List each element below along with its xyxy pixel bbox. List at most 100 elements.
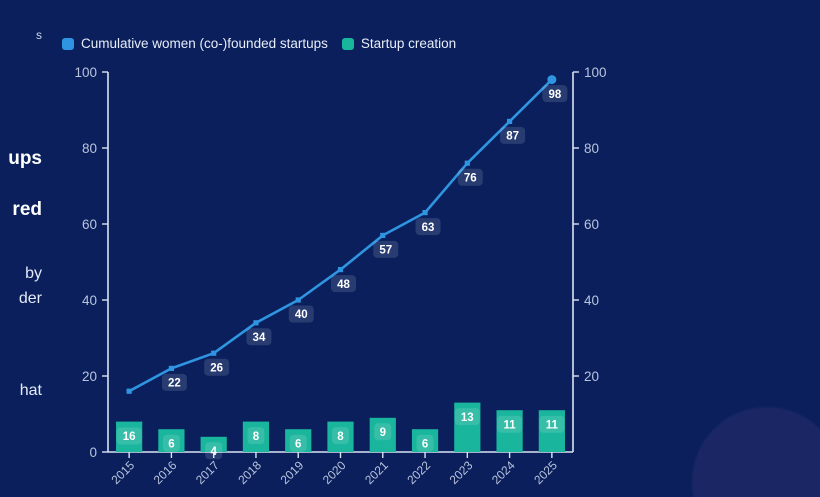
line-point[interactable]: [547, 75, 557, 85]
y-axis-right-tick-label: 100: [584, 65, 607, 80]
line-data-label: 34: [253, 332, 266, 344]
line-data-label: 22: [168, 378, 181, 390]
bar-data-label: 11: [504, 419, 517, 431]
sidebar-text-fragment: hat: [19, 382, 42, 399]
line-data-label-pill: [373, 240, 399, 258]
line-point[interactable]: [126, 388, 132, 394]
y-axis-right-tick-label: 80: [584, 141, 599, 156]
bar-data-label: 4: [210, 446, 217, 458]
y-axis-left-tick-label: 20: [82, 369, 97, 384]
bar[interactable]: [538, 410, 565, 452]
sidebar-text-fragment: ups: [8, 148, 42, 169]
line-data-label-pill: [161, 373, 187, 391]
line-data-label-pill: [542, 85, 568, 103]
x-axis-tick-label: 2020: [320, 458, 349, 487]
bar[interactable]: [285, 429, 312, 452]
line-point[interactable]: [211, 350, 217, 356]
bar[interactable]: [200, 436, 227, 452]
bar-data-label: 13: [461, 412, 474, 424]
line-data-label-pill: [500, 126, 526, 144]
bar-data-label-pill: [497, 415, 523, 433]
bar-data-label-pill: [454, 408, 480, 426]
bar-data-label: 11: [546, 419, 559, 431]
bar-data-label: 8: [337, 431, 344, 443]
bar[interactable]: [369, 417, 396, 452]
line-data-label: 26: [210, 362, 223, 374]
legend-swatch-icon: [341, 37, 354, 50]
chart-legend: Cumulative women (co-)founded startups St…: [62, 36, 456, 51]
legend-item[interactable]: Startup creation: [341, 36, 457, 51]
x-axis-tick-label: 2015: [108, 458, 137, 487]
legend-label: Cumulative women (co-)founded startups: [81, 36, 328, 51]
y-axis-left-tick-label: 0: [89, 445, 97, 460]
bar[interactable]: [116, 421, 143, 452]
y-axis-left-tick-label: 40: [82, 293, 97, 308]
bar-data-label: 6: [295, 438, 301, 450]
line-point[interactable]: [337, 267, 344, 273]
bar-data-label: 8: [253, 431, 260, 443]
bar-data-label-pill: [539, 415, 565, 433]
line-data-label-pill: [415, 218, 441, 236]
bar-data-label-pill: [374, 423, 392, 441]
y-axis-right-tick-label: 20: [584, 369, 599, 384]
x-axis-tick-label: 2024: [489, 458, 518, 487]
sidebar-text-fragment: der: [18, 290, 42, 307]
line-data-label-pill: [246, 328, 272, 346]
bar[interactable]: [411, 429, 439, 452]
bar-data-label: 9: [380, 427, 386, 439]
y-axis-right-tick-label: 60: [584, 217, 599, 232]
line-data-label-pill: [331, 275, 356, 293]
sidebar-text-column: s ups red by der hat: [0, 0, 52, 497]
legend-swatch-icon: [62, 37, 74, 50]
bar-data-label: 6: [168, 438, 174, 450]
line-point[interactable]: [506, 118, 513, 124]
bar[interactable]: [158, 429, 185, 452]
bar-data-label-pill: [332, 427, 349, 445]
legend-label: Startup creation: [360, 36, 457, 51]
x-axis-tick-label: 2018: [235, 458, 264, 487]
line-point[interactable]: [295, 297, 301, 303]
x-axis-tick-label: 2017: [193, 458, 222, 487]
bar[interactable]: [242, 421, 270, 452]
x-axis-tick-label: 2023: [447, 458, 476, 487]
bar[interactable]: [454, 402, 481, 452]
bar[interactable]: [327, 421, 354, 452]
line-point[interactable]: [253, 320, 259, 326]
line-data-label: 87: [506, 131, 519, 143]
sidebar-text-fragment: by: [25, 265, 42, 282]
line-point[interactable]: [168, 365, 175, 371]
line-data-label-pill: [204, 358, 230, 376]
line-data-label-pill: [457, 168, 483, 186]
line-point[interactable]: [422, 210, 428, 216]
y-axis-right-tick-label: 40: [584, 293, 599, 308]
bar-data-label: 6: [422, 438, 428, 450]
bar-data-label-pill: [289, 434, 307, 452]
y-axis-left-tick-label: 80: [82, 141, 97, 156]
line-data-label: 57: [379, 245, 392, 257]
line-data-label: 16: [123, 431, 136, 443]
bar-data-label-pill: [247, 427, 265, 445]
sidebar-text-fragment: s: [36, 28, 42, 42]
x-axis-tick-label: 2025: [531, 458, 560, 487]
line-series: [127, 78, 554, 393]
legend-item[interactable]: Cumulative women (co-)founded startups: [62, 36, 328, 51]
x-axis-tick-label: 2022: [404, 458, 433, 487]
y-axis-left-tick-label: 60: [82, 217, 97, 232]
bar-data-label-pill: [205, 442, 223, 460]
x-axis-tick-label: 2021: [362, 458, 391, 487]
line-data-label: 48: [337, 279, 350, 291]
bar-data-label-pill: [162, 434, 180, 452]
line-data-label: 40: [295, 309, 308, 321]
line-data-label-pill: [288, 305, 314, 323]
line-data-label: 76: [464, 172, 477, 184]
line-point[interactable]: [380, 232, 386, 238]
line-data-label: 63: [422, 222, 435, 234]
line-data-label: 98: [548, 89, 561, 101]
line-point[interactable]: [464, 160, 470, 166]
y-axis-left-tick-label: 100: [74, 65, 97, 80]
line-data-label-pill: [116, 427, 142, 445]
x-axis-tick-label: 2019: [278, 458, 307, 487]
bar[interactable]: [496, 410, 523, 452]
